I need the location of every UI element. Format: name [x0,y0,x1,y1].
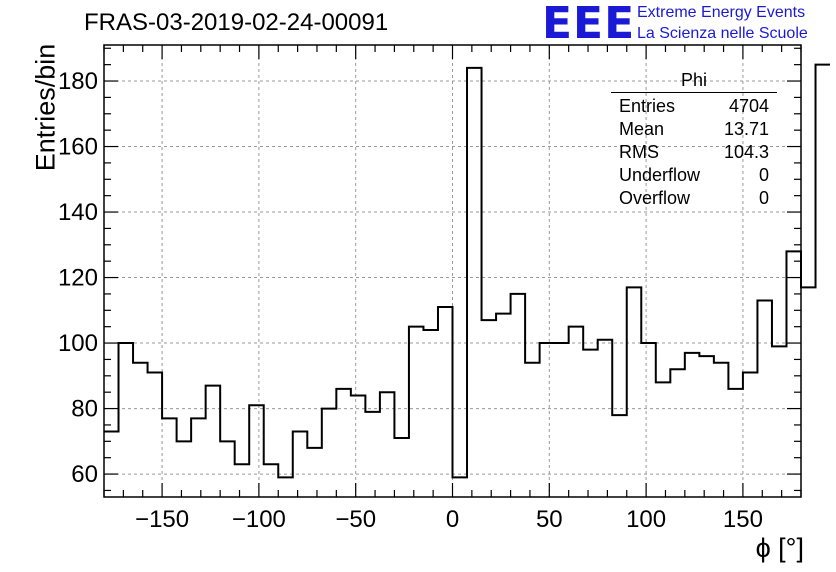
stats-row-underflow: Underflow 0 [611,164,777,187]
x-tick-label: −100 [232,506,286,533]
logo-line-2: La Scienza nelle Scuole [637,25,808,42]
x-tick-label: 150 [723,506,763,533]
stats-row-rms: RMS 104.3 [611,141,777,164]
stats-box: Phi Entries 4704 Mean 13.71 RMS 104.3 Un… [611,70,777,210]
x-tick-label: 50 [536,506,563,533]
logo-line-1: Extreme Energy Events [637,4,806,21]
stats-row-overflow: Overflow 0 [611,187,777,210]
y-tick-label: 60 [71,461,98,488]
histogram-series [104,63,831,479]
stats-value: 13.71 [723,119,769,139]
stats-value: 104.3 [723,142,769,162]
stats-label: Underflow [619,165,701,185]
y-axis-label: Entries/bin [30,43,61,172]
y-tick-label: 140 [58,199,98,226]
x-tick-label: 0 [446,506,459,533]
axes: −150 −100 −50 0 50 100 150 60 80 100 120 140 160 180 [58,44,802,533]
x-tick-label: 100 [626,506,666,533]
y-tick-label: 100 [58,330,98,357]
x-tick-label: −150 [135,506,189,533]
histogram-outline [104,63,831,479]
stats-label: Entries [619,96,676,116]
stats-label: Mean [619,119,665,139]
stats-label: Overflow [619,188,691,208]
stats-value: 4704 [728,96,769,116]
stats-row-mean: Mean 13.71 [611,118,777,141]
x-tick-label: −50 [335,506,376,533]
y-tick-label: 80 [71,396,98,423]
y-tick-label: 180 [58,68,98,95]
chart-title: FRAS-03-2019-02-24-00091 [84,9,389,36]
stats-value: 0 [758,165,769,185]
stats-label: RMS [619,142,659,162]
stats-value: 0 [758,188,769,208]
stats-title: Phi [611,70,777,93]
stats-row-entries: Entries 4704 [611,95,777,118]
x-axis-label: ϕ [°] [755,533,804,563]
y-tick-label: 120 [58,265,98,292]
eee-logo: EEE [542,0,636,49]
y-tick-label: 160 [58,134,98,161]
